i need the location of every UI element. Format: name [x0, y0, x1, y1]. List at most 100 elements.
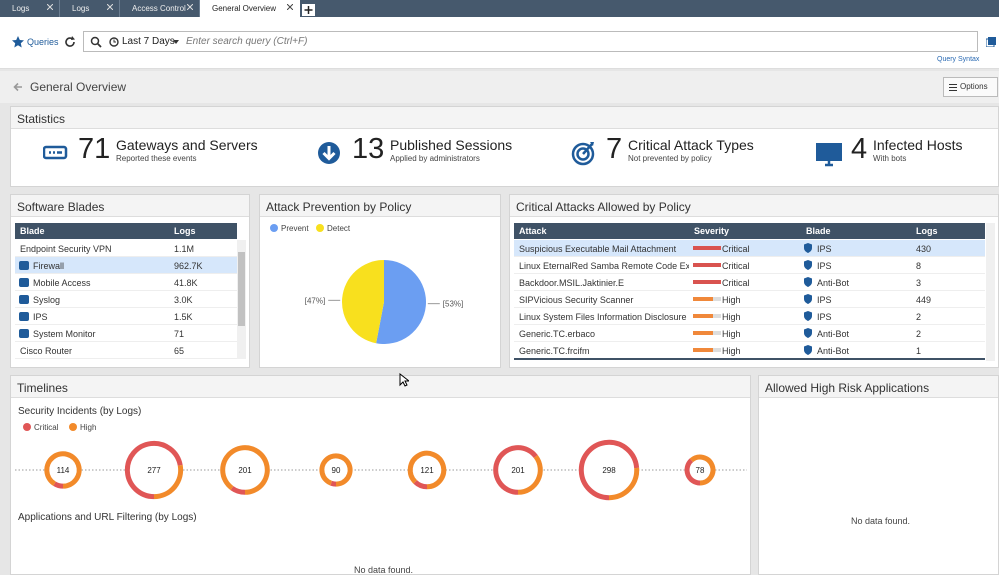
table-cell[interactable]: Cisco Router: [15, 342, 169, 359]
back-arrow[interactable]: [13, 82, 23, 92]
tab-close[interactable]: [287, 4, 293, 10]
table-cell[interactable]: IPS: [801, 240, 911, 257]
close-x: [287, 4, 293, 10]
table-cell[interactable]: Critical: [689, 257, 801, 274]
table-cell[interactable]: Mobile Access: [15, 274, 169, 291]
donut-total: 78: [696, 466, 705, 475]
table-cell[interactable]: Anti-Bot: [801, 325, 911, 342]
table-cell[interactable]: 430: [911, 240, 985, 257]
table-cell[interactable]: Generic.TC.frcifm: [514, 342, 689, 359]
tab-close[interactable]: [187, 4, 193, 10]
donut-total: 298: [602, 466, 616, 475]
tab-close[interactable]: [107, 4, 113, 10]
table-cell[interactable]: 3: [911, 274, 985, 291]
table-cell[interactable]: High: [689, 325, 801, 342]
column-label: Logs: [916, 226, 938, 236]
table-cell[interactable]: Critical: [689, 274, 801, 291]
table-cell[interactable]: High: [689, 308, 801, 325]
tab[interactable]: Logs: [0, 0, 60, 17]
table-cell[interactable]: 3.0K: [169, 291, 237, 308]
incidents-chart: Critical High 114 277 201 90 121 201 298 78: [15, 423, 747, 501]
pie-slice: [376, 260, 426, 344]
query-syntax-link[interactable]: Query Syntax: [937, 56, 980, 63]
table-cell[interactable]: 65: [169, 342, 237, 359]
donut-segment: [493, 445, 538, 495]
table-cell[interactable]: 449: [911, 291, 985, 308]
table-cell[interactable]: Linux System Files Information Disclosur…: [514, 308, 689, 325]
column-header[interactable]: Attack: [514, 223, 689, 239]
column-label: Blade: [806, 226, 831, 236]
options-button[interactable]: Options: [943, 77, 998, 97]
table-cell[interactable]: 2: [911, 325, 985, 342]
table-cell[interactable]: 962.7K: [169, 257, 237, 274]
table-cell[interactable]: Linux EternalRed Samba Remote Code Exec.…: [514, 257, 689, 274]
table-cell[interactable]: 1.1M: [169, 240, 237, 257]
tab[interactable]: Access Control: [120, 0, 200, 17]
shield-icon: [804, 277, 812, 287]
cell-text: Firewall: [33, 261, 65, 271]
cell-text: Endpoint Security VPN: [20, 244, 112, 254]
donut-total: 277: [147, 466, 161, 475]
table-cell[interactable]: Generic.TC.erbaco: [514, 325, 689, 342]
panel-title: Attack Prevention by Policy: [260, 195, 500, 217]
column-header[interactable]: Logs: [169, 223, 237, 239]
table-cell[interactable]: Anti-Bot: [801, 342, 911, 359]
donut-total: 121: [420, 466, 434, 475]
blade-icon: [19, 261, 29, 270]
table-cell[interactable]: 2: [911, 308, 985, 325]
copy-icon[interactable]: [986, 37, 996, 47]
tab[interactable]: Logs: [60, 0, 120, 17]
scroll-thumb[interactable]: [238, 252, 245, 326]
column-header[interactable]: Logs: [911, 223, 985, 239]
search-box[interactable]: Last 7 Days Enter search query (Ctrl+F): [83, 31, 978, 52]
table-cell[interactable]: Endpoint Security VPN: [15, 240, 169, 257]
table-cell[interactable]: 1: [911, 342, 985, 359]
time-range[interactable]: Last 7 Days: [122, 36, 175, 47]
table-cell[interactable]: High: [689, 342, 801, 359]
icon-shape: [19, 278, 29, 287]
clock-icon: [109, 37, 119, 47]
table-cell[interactable]: Critical: [689, 240, 801, 257]
icon-shape: [19, 329, 29, 338]
donut-segment: [220, 445, 270, 495]
cell-text: Cisco Router: [20, 346, 73, 356]
blade-icon: [19, 329, 29, 338]
table-cell[interactable]: 71: [169, 325, 237, 342]
table-cell[interactable]: Syslog: [15, 291, 169, 308]
table-cell[interactable]: High: [689, 291, 801, 308]
stat-icon: [571, 142, 595, 166]
queries-button[interactable]: Queries: [27, 37, 59, 47]
table-cell[interactable]: Suspicious Executable Mail Attachment: [514, 240, 689, 257]
refresh-icon[interactable]: [64, 36, 76, 48]
table-cell[interactable]: Anti-Bot: [801, 274, 911, 291]
table-cell[interactable]: 8: [911, 257, 985, 274]
table-cell[interactable]: IPS: [15, 308, 169, 325]
table-cell[interactable]: 41.8K: [169, 274, 237, 291]
severity-bar: [693, 246, 721, 250]
table-cell[interactable]: SIPVicious Security Scanner: [514, 291, 689, 308]
tab[interactable]: General Overview: [200, 0, 300, 17]
new-tab[interactable]: [302, 4, 315, 16]
table-cell[interactable]: System Monitor: [15, 325, 169, 342]
cell-text: 2: [916, 312, 922, 322]
cell-text: 962.7K: [174, 261, 203, 271]
table-cell[interactable]: IPS: [801, 308, 911, 325]
cell-text: SIPVicious Security Scanner: [519, 295, 634, 305]
icon-shape: [19, 261, 29, 270]
table-cell[interactable]: IPS: [801, 291, 911, 308]
table-cell[interactable]: IPS: [801, 257, 911, 274]
legend-marker: [270, 224, 278, 232]
statistics-panel: Statistics 71 Gateways and Servers Reporte…: [10, 106, 999, 187]
tab-close[interactable]: [47, 4, 53, 10]
table-cell[interactable]: 1.5K: [169, 308, 237, 325]
table-cell[interactable]: Backdoor.MSIL.Jaktinier.E: [514, 274, 689, 291]
icon-shape: [804, 328, 812, 338]
table-cell[interactable]: Firewall: [15, 257, 169, 274]
column-header[interactable]: Blade: [15, 223, 169, 239]
bar-fill: [693, 348, 713, 352]
header: General Overview Options: [0, 71, 999, 103]
column-header[interactable]: Severity: [689, 223, 801, 239]
blade-icon: [19, 295, 29, 304]
column-header[interactable]: Blade: [801, 223, 911, 239]
cell-text: 1.1M: [174, 244, 195, 254]
